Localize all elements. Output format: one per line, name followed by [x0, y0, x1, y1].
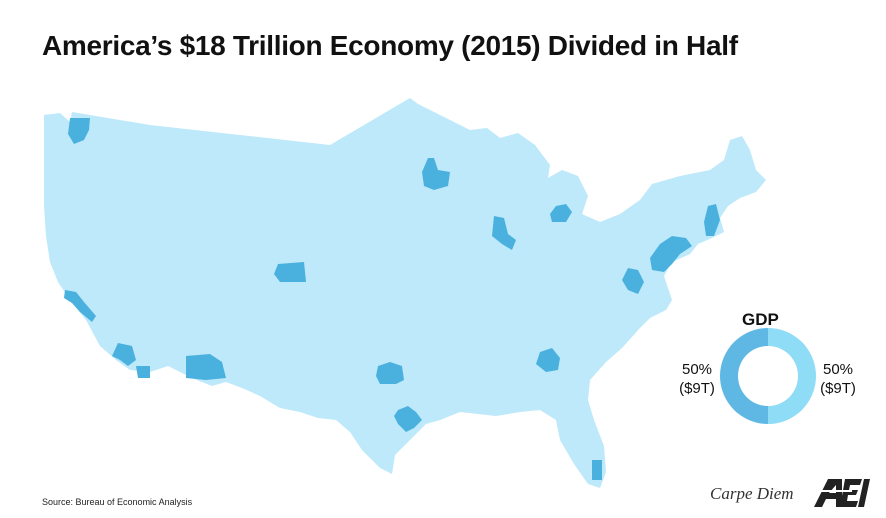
gdp-donut: [720, 328, 816, 424]
metro-new-york-philadelphia: [650, 236, 692, 272]
metro-san-francisco: [64, 290, 96, 322]
source-note: Source: Bureau of Economic Analysis: [42, 497, 193, 507]
right-share-label: 50% ($9T): [814, 360, 862, 398]
us-landmass: [44, 98, 766, 488]
metro-boston: [704, 204, 720, 236]
metro-dallas: [376, 362, 404, 384]
metro-seattle: [68, 118, 90, 144]
aei-logo: [814, 479, 870, 507]
metro-phoenix: [186, 354, 226, 380]
chart-title: America’s $18 Trillion Economy (2015) Di…: [42, 30, 738, 61]
left-share-label: 50% ($9T): [673, 360, 721, 398]
donut-segment-right: [768, 328, 816, 424]
right-amount: ($9T): [820, 380, 856, 397]
metro-chicago: [492, 216, 516, 250]
metro-los-angeles: [112, 343, 136, 366]
metro-houston: [394, 406, 422, 432]
donut-segment-left: [720, 328, 768, 424]
metro-washington: [622, 268, 644, 294]
metro-miami: [592, 460, 602, 480]
metro-minneapolis: [422, 158, 450, 190]
right-percent: 50%: [822, 361, 854, 378]
metro-detroit: [550, 204, 572, 222]
metro-areas: [64, 118, 720, 480]
carpe-diem-logo: Carpe Diem: [710, 484, 794, 503]
metro-denver: [274, 262, 306, 282]
donut-label: GDP: [742, 310, 779, 329]
left-amount: ($9T): [679, 380, 715, 397]
metro-atlanta: [536, 348, 560, 372]
metro-san-diego: [136, 366, 150, 378]
left-percent: 50%: [681, 361, 713, 378]
